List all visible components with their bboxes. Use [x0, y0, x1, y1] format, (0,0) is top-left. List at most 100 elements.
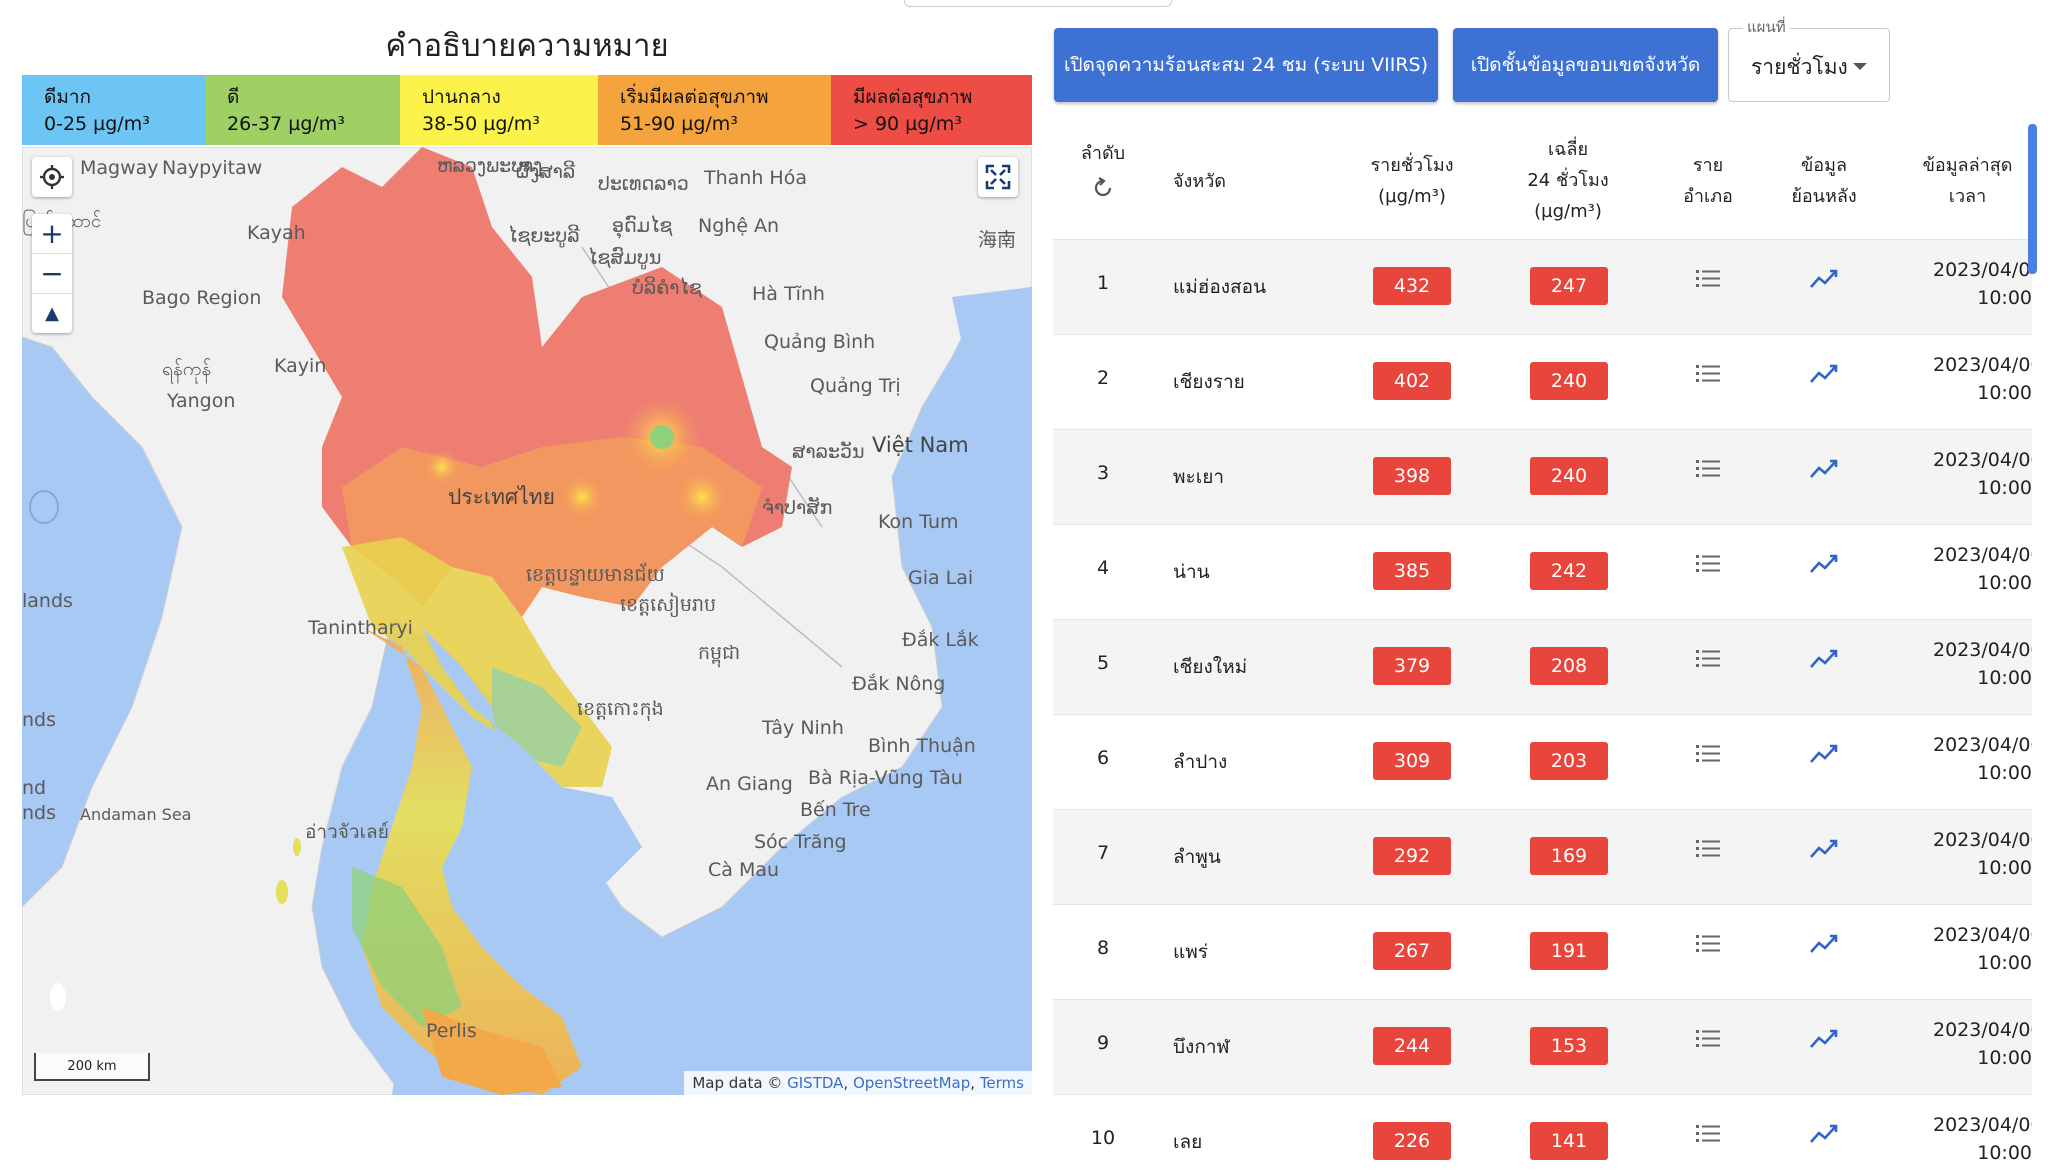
trend-chart-icon [1810, 839, 1838, 858]
header-hourly-l1: รายชั่วโมง [1370, 155, 1454, 176]
history-chart-button[interactable] [1789, 740, 1859, 773]
legend-range: 38-50 µg/m³ [422, 113, 540, 135]
map-label: Bago Region [142, 287, 262, 309]
table-row[interactable]: 5 เชียงใหม่ 379 208 2023/04/06 10:00 [1053, 619, 2032, 714]
table-row[interactable]: 10 เลย 226 141 2023/04/06 10:00 [1053, 1094, 2032, 1171]
table-row[interactable]: 9 บึงกาฬ 244 153 2023/04/06 10:00 [1053, 999, 2032, 1094]
map-label: Kon Tum [878, 511, 959, 533]
district-list-button[interactable] [1673, 1120, 1743, 1153]
trend-chart-icon [1810, 364, 1838, 383]
district-list-button[interactable] [1673, 360, 1743, 393]
header-district: ราย อำเภอ [1673, 150, 1743, 212]
latest-date: 2023/04/06 [1933, 354, 2032, 376]
district-list-button[interactable] [1673, 740, 1743, 773]
zoom-out-button[interactable]: − [32, 254, 72, 294]
hourly-pm25-badge: 398 [1373, 457, 1451, 495]
header-history-l1: ข้อมูล [1800, 155, 1847, 176]
header-rank[interactable]: ลำดับ [1053, 138, 1153, 211]
latest-date: 2023/04/06 [1933, 639, 2032, 661]
province-cell: ลำพูน [1173, 846, 1221, 868]
district-list-button[interactable] [1673, 550, 1743, 583]
map-mode-select[interactable]: แผนที่ รายชั่วโมง [1728, 15, 1890, 102]
latest-date: 2023/04/06 [1933, 734, 2032, 756]
map-label: Cà Mau [708, 859, 780, 881]
avg24-pm25-badge: 191 [1530, 932, 1608, 970]
boundary-toggle-button[interactable]: เปิดชั้นข้อมูลขอบเขตจังหวัด [1453, 28, 1718, 102]
avg24-pm25-badge: 203 [1530, 742, 1608, 780]
latest-time: 10:00 [1977, 667, 2032, 689]
header-district-l2: อำเภอ [1683, 186, 1733, 207]
avg24-pm25-badge: 240 [1530, 362, 1608, 400]
map-label: Naypyitaw [162, 157, 263, 179]
district-list-button[interactable] [1673, 265, 1743, 298]
province-cell: เชียงราย [1173, 371, 1245, 393]
legend-good: ดี 26-37 µg/m³ [205, 75, 400, 145]
history-chart-button[interactable] [1789, 645, 1859, 678]
history-chart-button[interactable] [1789, 550, 1859, 583]
latest-date: 2023/04/06 [1933, 259, 2032, 281]
list-icon [1696, 840, 1720, 857]
map-attribution: Map data © GISTDA, OpenStreetMap, Terms [684, 1071, 1032, 1095]
table-row[interactable]: 3 พะเยา 398 240 2023/04/06 10:00 [1053, 429, 2032, 524]
gistda-link[interactable]: GISTDA [787, 1074, 844, 1092]
header-rank-label: ลำดับ [1080, 143, 1126, 164]
plus-icon: + [40, 217, 64, 250]
province-cell: แพร่ [1173, 941, 1208, 963]
latest-time: 10:00 [1977, 287, 2032, 309]
latest-time: 10:00 [1977, 952, 2032, 974]
table-row[interactable]: 2 เชียงราย 402 240 2023/04/06 10:00 [1053, 334, 2032, 429]
fullscreen-icon [985, 164, 1011, 190]
terms-link[interactable]: Terms [979, 1074, 1024, 1092]
history-chart-button[interactable] [1789, 835, 1859, 868]
map-label: ໄຊຍະບູລີ [508, 225, 580, 247]
district-list-button[interactable] [1673, 645, 1743, 678]
compass-button[interactable]: ▲ [32, 294, 72, 333]
rank-cell: 4 [1096, 557, 1110, 579]
trend-chart-icon [1810, 554, 1838, 573]
hotspot-toggle-button[interactable]: เปิดจุดความร้อนสะสม 24 ชม (ระบบ VIIRS) [1054, 28, 1438, 102]
osm-link[interactable]: OpenStreetMap [852, 1074, 971, 1092]
map-label: lands [22, 590, 73, 612]
history-chart-button[interactable] [1789, 455, 1859, 488]
header-latest: ข้อมูลล่าสุด เวลา [1903, 150, 2032, 212]
table-row[interactable]: 8 แพร่ 267 191 2023/04/06 10:00 [1053, 904, 2032, 999]
attribution-prefix: Map data © [692, 1074, 783, 1092]
avg24-pm25-badge: 208 [1530, 647, 1608, 685]
history-chart-button[interactable] [1789, 930, 1859, 963]
table-row[interactable]: 4 น่าน 385 242 2023/04/06 10:00 [1053, 524, 2032, 619]
table-row[interactable]: 6 ลำปาง 309 203 2023/04/06 10:00 [1053, 714, 2032, 809]
latest-time: 10:00 [1977, 1142, 2032, 1164]
zoom-in-button[interactable]: + [32, 214, 72, 254]
district-list-button[interactable] [1673, 835, 1743, 868]
rank-cell: 2 [1096, 367, 1110, 389]
legend-range: 51-90 µg/m³ [620, 113, 738, 135]
history-chart-button[interactable] [1789, 1025, 1859, 1058]
history-chart-button[interactable] [1789, 1120, 1859, 1153]
map-label: ខេត្តកោះកុង [577, 698, 664, 720]
latest-date: 2023/04/06 [1933, 1019, 2032, 1041]
district-list-button[interactable] [1673, 455, 1743, 488]
table-row[interactable]: 1 แม่ฮ่องสอน 432 247 2023/04/06 10:00 [1053, 239, 2032, 334]
map-label: Magway [80, 157, 159, 179]
hourly-pm25-badge: 292 [1373, 837, 1451, 875]
header-latest-l2: เวลา [1948, 186, 1987, 207]
district-list-button[interactable] [1673, 930, 1743, 963]
legend-moderate: ปานกลาง 38-50 µg/m³ [400, 75, 598, 145]
fullscreen-button[interactable] [978, 157, 1018, 197]
map-label: nd [22, 777, 47, 799]
table-row[interactable]: 7 ลำพูน 292 169 2023/04/06 10:00 [1053, 809, 2032, 904]
history-chart-button[interactable] [1789, 265, 1859, 298]
refresh-icon[interactable] [1090, 175, 1116, 201]
latest-time-cell: 2023/04/06 10:00 [1933, 921, 2032, 977]
trend-chart-icon [1810, 269, 1838, 288]
history-chart-button[interactable] [1789, 360, 1859, 393]
pm25-map[interactable]: Magway Naypyitaw ပြည်ထောင် Kayah Bago Re… [22, 147, 1032, 1095]
locate-button[interactable] [32, 157, 72, 197]
district-list-button[interactable] [1673, 1025, 1743, 1058]
map-label: nds [22, 802, 57, 824]
legend-range: > 90 µg/m³ [853, 113, 962, 135]
rank-cell: 10 [1090, 1127, 1116, 1149]
table-scrollbar[interactable] [2028, 124, 2037, 274]
map-label: Nghệ An [698, 215, 780, 237]
latest-time-cell: 2023/04/06 10:00 [1933, 636, 2032, 692]
